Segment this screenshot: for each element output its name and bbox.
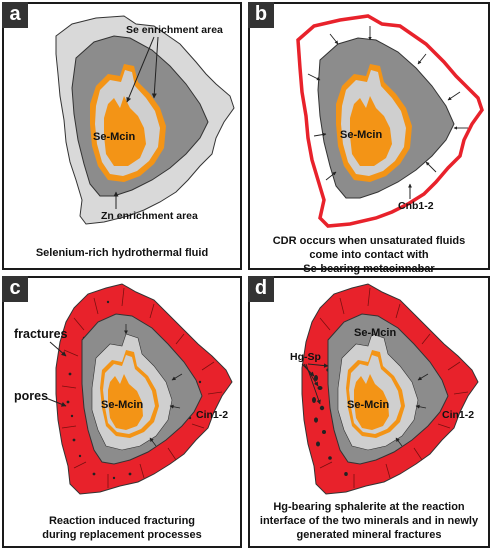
panel-c-diagram: fractures pores Se-Mcin Cin1-2 [14, 283, 233, 495]
fractures-label: fractures [14, 327, 68, 341]
panel-d-diagram: Se-Mcin Hg-Sp Se-Mcin Cin1-2 [290, 283, 479, 495]
core-label-b: Se-Mcin [340, 129, 382, 141]
pores-label: pores [14, 389, 48, 403]
fractures-arrow [49, 341, 67, 357]
hg-sp-label: Hg-Sp [290, 351, 321, 363]
caption-c: Reaction induced fracturing during repla… [42, 515, 202, 541]
se-arrow-1 [126, 36, 155, 103]
panel-b-diagram: Se-Mcin Cnb1-2 [296, 14, 484, 228]
se-arrow-2 [151, 36, 159, 99]
cin-label-d: Cin1-2 [442, 409, 474, 421]
fluid-arrows [124, 324, 183, 447]
cnb-label: Cnb1-2 [398, 200, 434, 212]
fluid-arrows [307, 26, 468, 181]
cin-label-c: Cin1-2 [196, 409, 228, 421]
fluid-arrows [395, 373, 429, 447]
zn-enrichment-label: Zn enrichment area [101, 210, 198, 222]
se-mcin-core [354, 374, 389, 430]
caption-a: Selenium-rich hydrothermal fluid [35, 247, 209, 259]
se-mcin-core [104, 96, 146, 166]
panel-c: c [2, 276, 242, 548]
se-mcin-outer-label: Se-Mcin [354, 327, 396, 339]
panel-a: a Se enrichment area Se-Mcin Zn enrichme… [2, 2, 242, 270]
core-label-c: Se-Mcin [101, 399, 143, 411]
panel-label-d: d [248, 276, 274, 302]
panel-a-diagram: Se enrichment area Se-Mcin Zn enrichment… [55, 15, 235, 225]
fracture-lines [319, 287, 469, 488]
caption-d: Hg-bearing sphalerite at the reaction in… [259, 501, 479, 541]
core-label-a: Se-Mcin [93, 131, 135, 143]
fracture-lines [61, 287, 223, 488]
panel-b: b Se-Mcin Cnb1-2 CDR occurs when [248, 2, 490, 275]
caption-b: CDR occurs when unsaturated fluids come … [272, 235, 466, 275]
hg-sp-arrows [301, 363, 329, 405]
pores-arrow [45, 397, 67, 407]
hg-sphalerite-grains [312, 368, 348, 476]
panel-label-c: c [2, 276, 28, 302]
panel-d: d Se-Mcin [248, 276, 490, 548]
core-label-d: Se-Mcin [347, 399, 389, 411]
panel-label-b: b [248, 2, 274, 28]
panel-label-a: a [2, 2, 28, 28]
se-mcin-core [350, 96, 392, 166]
se-enrichment-label: Se enrichment area [126, 24, 223, 36]
se-mcin-core [108, 374, 143, 430]
